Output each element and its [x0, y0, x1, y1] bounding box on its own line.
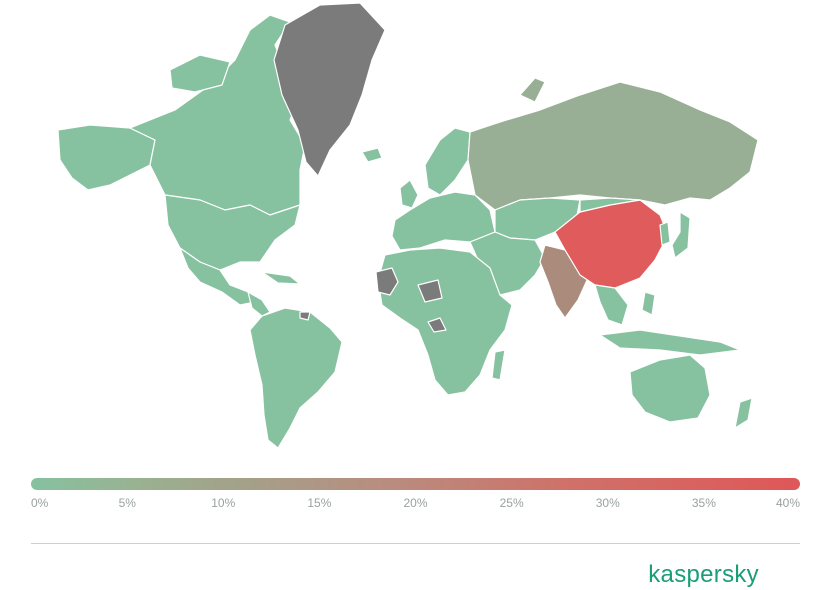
region-philippines — [641, 291, 656, 316]
region-indonesia — [599, 329, 741, 356]
region-greenland — [273, 2, 386, 177]
region-novaya-zemlya — [519, 77, 546, 103]
legend-tick: 15% — [307, 496, 332, 510]
region-iceland — [361, 147, 383, 163]
region-south-america — [249, 307, 343, 449]
region-new-zealand — [734, 397, 753, 429]
region-central-africa-gray — [427, 317, 447, 333]
region-uk — [399, 179, 419, 209]
legend-tick: 0% — [31, 496, 49, 510]
region-korea — [659, 221, 671, 246]
region-madagascar — [491, 349, 506, 381]
kaspersky-logo: kaspersky — [648, 561, 759, 588]
legend-tick: 35% — [691, 496, 716, 510]
legend-scale: 0% 5% 10% 15% 20% 25% 30% 35% 40% — [31, 496, 800, 512]
region-central-america — [247, 291, 271, 317]
region-arctic-islands — [169, 54, 231, 93]
region-mongolia — [579, 197, 641, 213]
world-map — [57, 2, 759, 449]
region-australia — [629, 354, 711, 423]
region-alaska — [57, 124, 156, 191]
region-west-africa-gray — [375, 267, 399, 296]
region-southeast-asia — [594, 284, 629, 326]
legend-tick: 20% — [403, 496, 428, 510]
legend-tick: 30% — [595, 496, 620, 510]
region-africa — [377, 247, 513, 396]
legend-gradient-bar — [31, 478, 800, 490]
region-japan — [671, 211, 691, 259]
region-gray-patch-sa — [299, 311, 311, 321]
legend-tick: 5% — [118, 496, 136, 510]
region-scandinavia — [424, 127, 471, 196]
footer-divider — [31, 543, 800, 544]
region-caribbean — [261, 271, 301, 285]
world-map-svg — [57, 2, 759, 449]
region-sahel-gray — [417, 279, 443, 303]
legend-tick: 40% — [776, 496, 801, 510]
legend-tick: 25% — [499, 496, 524, 510]
legend-tick: 10% — [211, 496, 236, 510]
region-russia — [467, 81, 759, 211]
